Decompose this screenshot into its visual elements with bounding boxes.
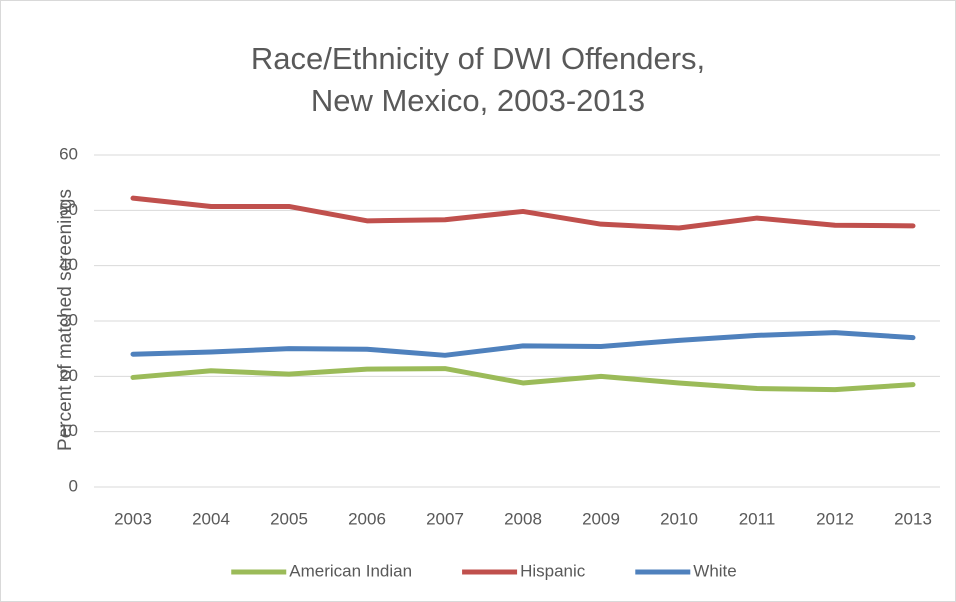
y-tick-label: 60 (59, 144, 78, 163)
x-tick-label: 2004 (192, 509, 230, 528)
series-line (130, 366, 916, 393)
x-tick-label: 2011 (739, 509, 776, 528)
legend-label: Hispanic (520, 561, 586, 580)
x-tick-label: 2009 (582, 509, 620, 528)
x-tick-label: 2003 (114, 509, 152, 528)
y-tick-label: 20 (59, 366, 78, 385)
y-tick-label: 30 (59, 310, 78, 329)
x-tick-label: 2012 (816, 509, 854, 528)
legend-label: American Indian (289, 561, 412, 580)
y-tick-label: 10 (59, 421, 78, 440)
series-line (130, 195, 916, 231)
x-tick-label: 2013 (894, 509, 932, 528)
x-tick-label: 2005 (270, 509, 308, 528)
legend-label: White (693, 561, 736, 580)
chart-title: Race/Ethnicity of DWI Offenders, New Mex… (250, 41, 706, 118)
x-tick-label: 2010 (660, 509, 698, 528)
x-tick-label: 2007 (426, 509, 464, 528)
x-tick-label: 2006 (348, 509, 386, 528)
y-axis-label: Percent of matched screenings (55, 189, 76, 451)
y-tick-label: 50 (59, 200, 78, 219)
series-line (130, 330, 916, 358)
y-tick-label: 40 (59, 255, 78, 274)
y-tick-label: 0 (69, 476, 78, 495)
x-tick-label: 2008 (504, 509, 542, 528)
